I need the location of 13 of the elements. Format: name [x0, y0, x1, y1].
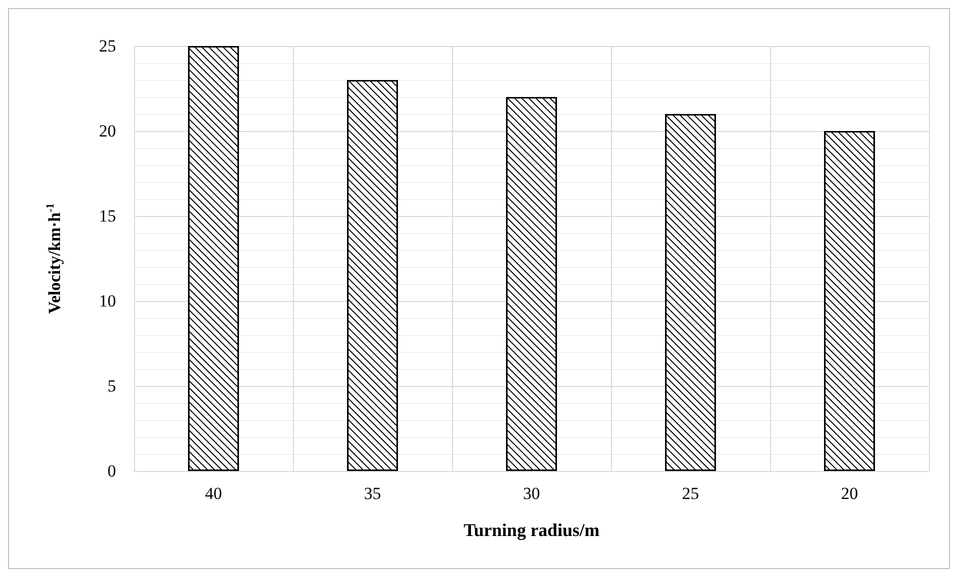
y-tick-label: 0 — [108, 462, 116, 480]
y-axis-title: Velocity/km·h-1 — [44, 203, 64, 314]
y-tick-label: 15 — [99, 206, 116, 226]
y-tick-label: 5 — [108, 376, 116, 396]
x-tick-label: 20 — [841, 484, 858, 503]
x-axis-title: Turning radius/m — [464, 520, 600, 540]
y-tick-label: 25 — [99, 36, 116, 56]
x-tick-label: 35 — [364, 484, 381, 503]
x-tick-label: 30 — [523, 484, 540, 503]
y-tick-label: 20 — [99, 122, 116, 140]
x-tick-label: 40 — [205, 484, 222, 503]
y-tick-label: 10 — [99, 292, 116, 310]
x-tick-label: 25 — [682, 484, 699, 503]
